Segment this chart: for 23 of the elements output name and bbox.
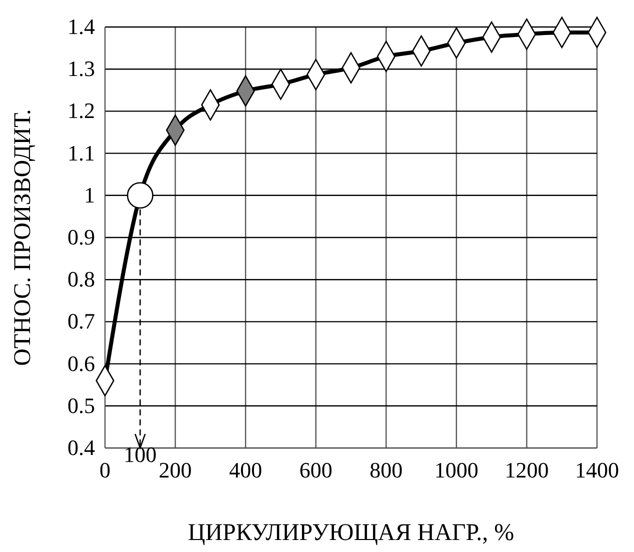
y-tick-label: 1.3 xyxy=(68,56,95,82)
y-tick-label: 1.1 xyxy=(68,140,95,166)
y-axis-title: ОТНОС. ПРОИЗВОДИТ. xyxy=(10,109,36,366)
point xyxy=(126,182,154,209)
y-tick-label: 1.4 xyxy=(68,14,95,40)
x-tick-label: 1400 xyxy=(575,458,619,483)
x-tick-label: 1000 xyxy=(434,458,478,483)
x-tick-label: 800 xyxy=(370,458,403,483)
y-tick-label: 0.7 xyxy=(68,308,95,334)
ref-line-label: 100 xyxy=(124,442,157,467)
x-tick-label: 1200 xyxy=(504,458,549,483)
x-axis-title: ЦИРКУЛИРУЮЩАЯ НАГР., % xyxy=(188,520,514,546)
x-tick-label: 200 xyxy=(158,458,192,483)
y-tick-label: 0.9 xyxy=(68,224,95,250)
y-tick-label: 0.4 xyxy=(68,435,95,460)
y-tick-label: 1.2 xyxy=(68,98,95,124)
x-tick-label: 600 xyxy=(299,458,332,483)
y-tick-label: 0.6 xyxy=(68,350,95,376)
x-tick-label: 0 xyxy=(100,458,110,483)
x-tick-label: 400 xyxy=(229,458,262,483)
y-tick-label: 0.5 xyxy=(68,392,95,418)
y-tick-label: 1 xyxy=(84,182,95,208)
y-tick-label: 0.8 xyxy=(68,266,95,292)
